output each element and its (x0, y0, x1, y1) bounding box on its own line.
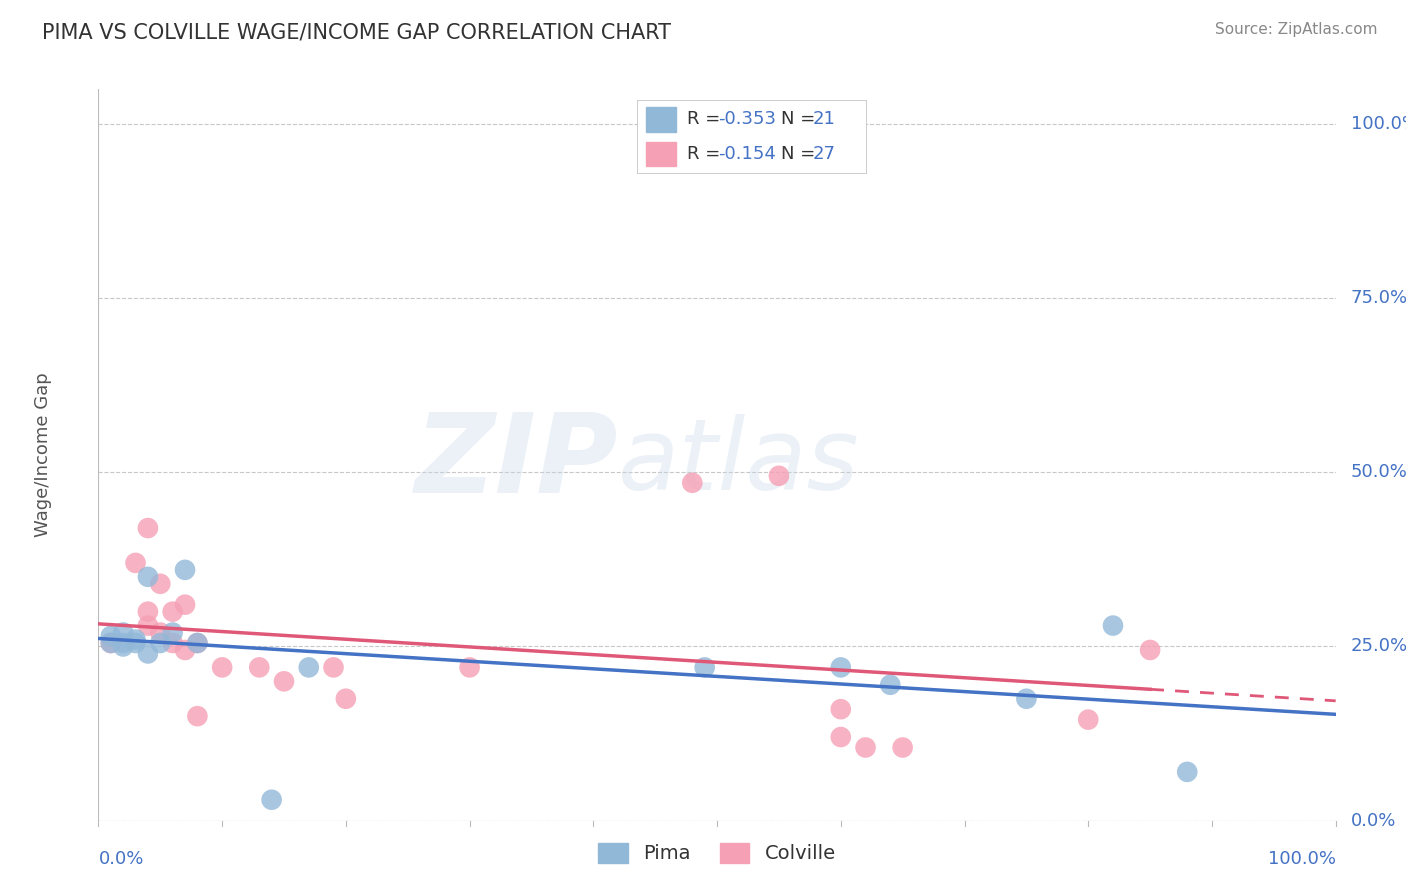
Point (186, 636, 208, 650)
Text: N =: N = (780, 111, 821, 128)
Point (1015, 691, 1038, 706)
Point (891, 740, 914, 755)
Text: 0.0%: 0.0% (98, 850, 143, 868)
Point (136, 521, 159, 535)
Point (768, 468, 790, 483)
Text: Wage/Income Gap: Wage/Income Gap (34, 373, 52, 537)
Text: -0.353: -0.353 (718, 111, 776, 128)
Point (100, 636, 122, 650)
Point (855, 740, 877, 755)
Text: N =: N = (780, 145, 821, 162)
Point (174, 563, 197, 577)
Point (149, 625, 172, 640)
Text: R =: R = (688, 145, 725, 162)
Point (136, 647, 159, 661)
Point (260, 793, 283, 807)
Point (211, 660, 233, 674)
Point (830, 660, 852, 674)
Point (1139, 643, 1161, 657)
Point (1175, 764, 1198, 779)
Point (174, 643, 197, 657)
Point (149, 576, 172, 591)
Point (247, 660, 270, 674)
Point (298, 660, 321, 674)
Point (100, 636, 122, 650)
Text: 27: 27 (813, 145, 837, 162)
Bar (645, 142, 675, 166)
Point (112, 640, 135, 654)
Text: Source: ZipAtlas.com: Source: ZipAtlas.com (1215, 22, 1378, 37)
Point (458, 660, 481, 674)
Point (1077, 713, 1099, 727)
Point (1102, 618, 1125, 632)
Point (112, 625, 135, 640)
Text: 25.0%: 25.0% (1351, 638, 1406, 656)
Point (174, 598, 197, 612)
Point (186, 709, 208, 723)
Point (136, 605, 159, 619)
Text: 50.0%: 50.0% (1351, 463, 1406, 482)
Point (186, 636, 208, 650)
Text: 100.0%: 100.0% (1268, 850, 1336, 868)
Point (136, 570, 159, 584)
Point (136, 618, 159, 632)
Text: ZIP: ZIP (415, 409, 619, 516)
Text: PIMA VS COLVILLE WAGE/INCOME GAP CORRELATION CHART: PIMA VS COLVILLE WAGE/INCOME GAP CORRELA… (42, 22, 671, 42)
Point (162, 605, 184, 619)
Point (124, 556, 146, 570)
Point (149, 636, 172, 650)
Point (100, 629, 122, 643)
Point (681, 475, 703, 490)
Text: 0.0%: 0.0% (1351, 812, 1396, 830)
Point (112, 636, 135, 650)
Point (162, 636, 184, 650)
Point (830, 702, 852, 716)
Bar (645, 108, 675, 132)
Text: -0.154: -0.154 (718, 145, 776, 162)
Text: 75.0%: 75.0% (1351, 289, 1406, 307)
Text: 100.0%: 100.0% (1351, 115, 1406, 133)
Point (693, 660, 716, 674)
Text: R =: R = (688, 111, 725, 128)
Point (322, 660, 344, 674)
Legend: Pima, Colville: Pima, Colville (589, 833, 845, 873)
Text: atlas: atlas (619, 414, 859, 511)
Point (124, 636, 146, 650)
Point (879, 678, 901, 692)
Point (830, 730, 852, 744)
Point (124, 632, 146, 647)
Point (335, 691, 357, 706)
Point (162, 625, 184, 640)
Text: 21: 21 (813, 111, 835, 128)
Point (273, 674, 295, 689)
